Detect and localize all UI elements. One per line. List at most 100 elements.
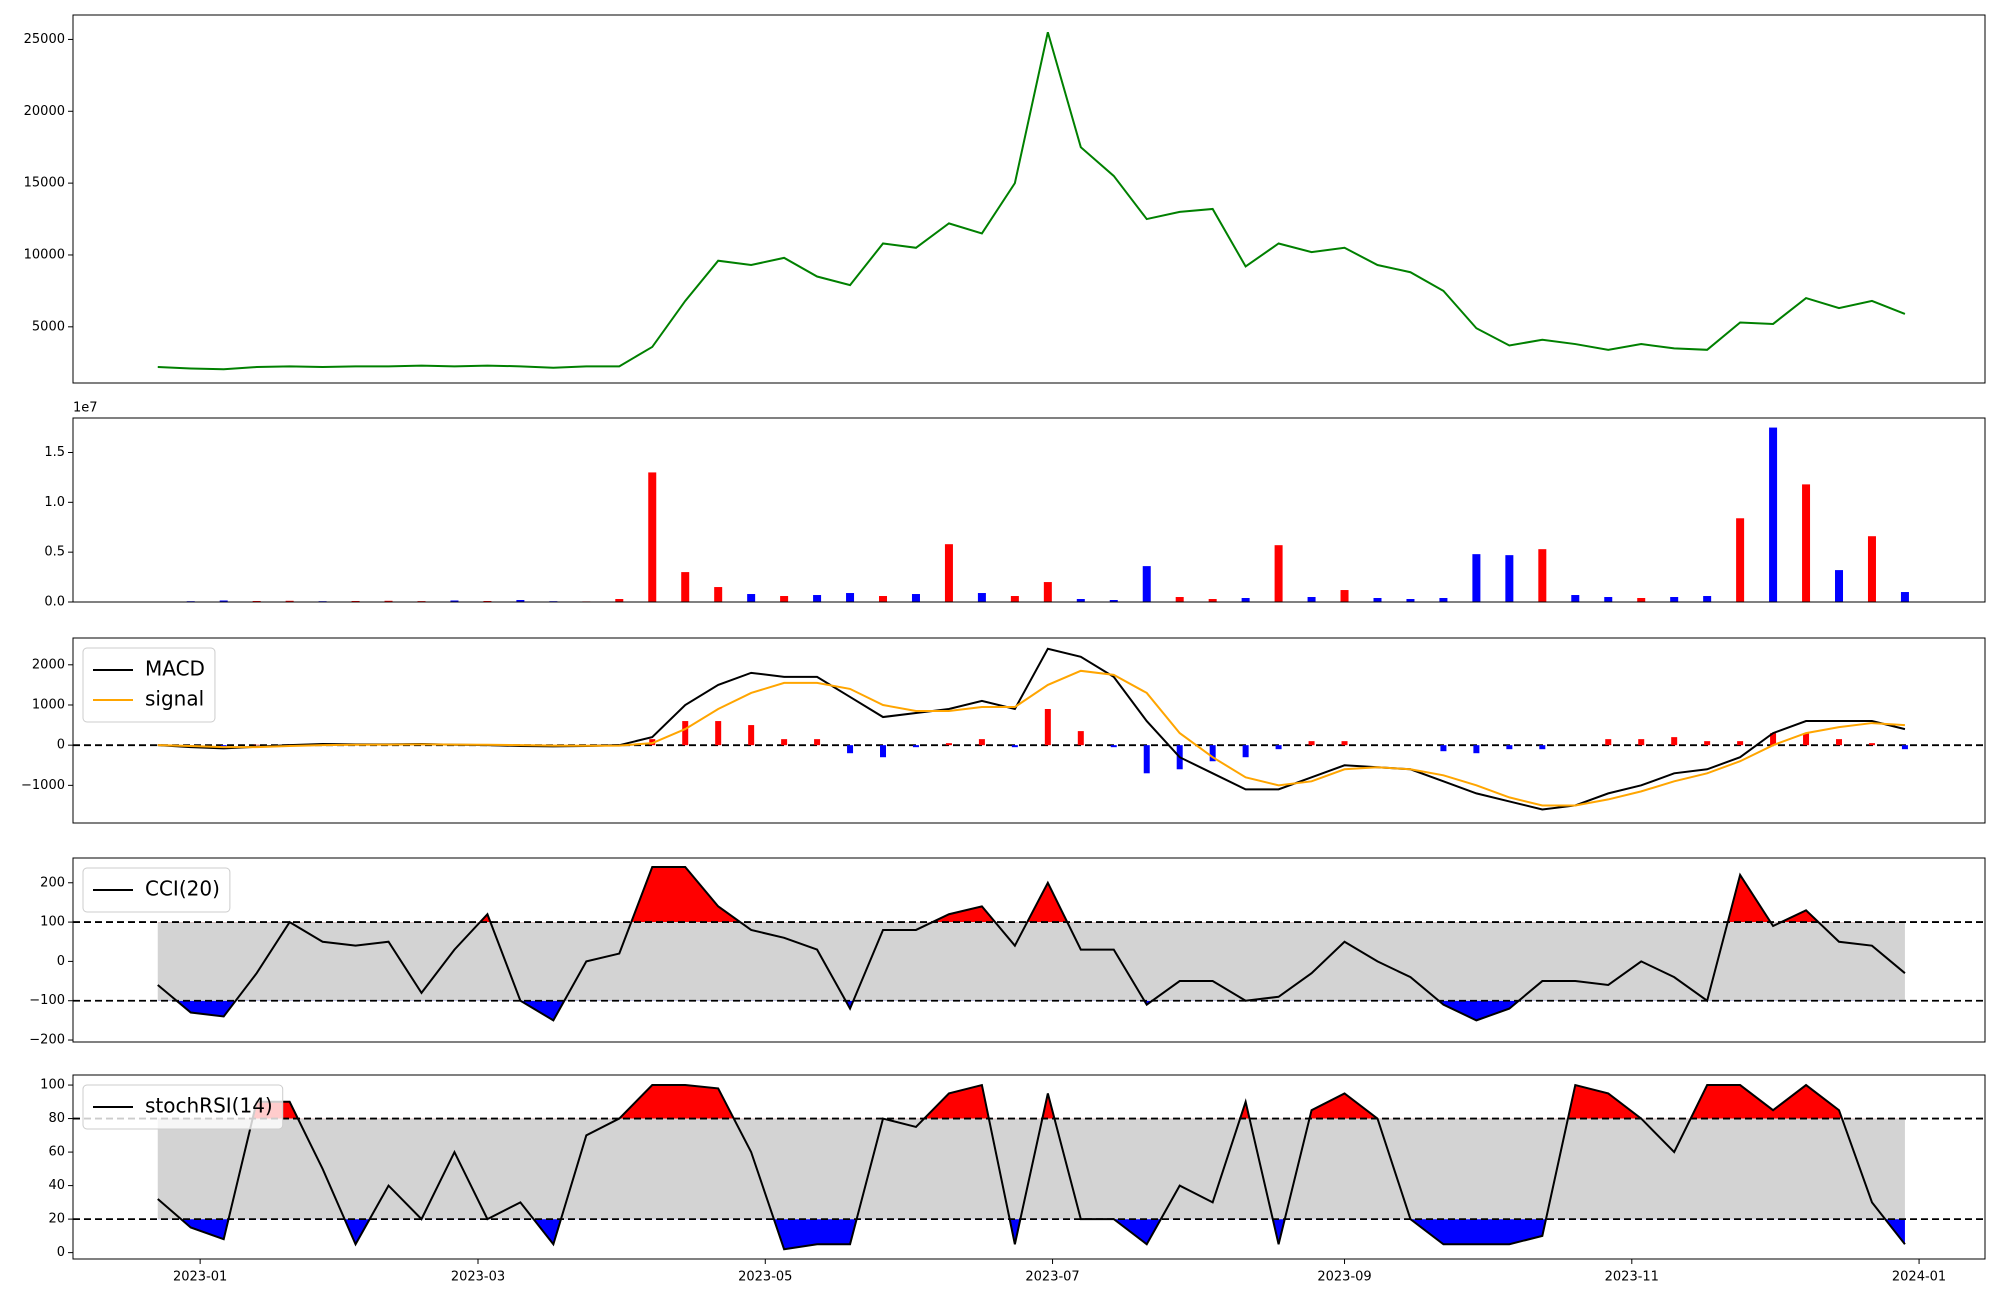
bar — [1208, 599, 1217, 602]
histogram-bar — [945, 743, 952, 746]
y-tick-label: 0.5 — [44, 545, 65, 560]
band — [157, 922, 1905, 1001]
histogram-bar — [1077, 731, 1084, 746]
histogram-bar — [1803, 733, 1810, 746]
bar — [977, 593, 986, 602]
bar — [1835, 570, 1844, 602]
bar — [1373, 598, 1382, 602]
histogram-bar — [1868, 743, 1875, 746]
histogram-bar — [1209, 745, 1216, 762]
histogram-bar — [978, 739, 985, 746]
threshold-fill — [157, 1219, 1905, 1250]
y-tick-label: −100 — [29, 993, 65, 1008]
bar — [1604, 597, 1613, 602]
bar — [879, 596, 888, 602]
y-tick-label: 20000 — [24, 104, 65, 119]
y-tick-label: 20 — [48, 1212, 65, 1227]
legend-label: stochRSI(14) — [145, 1094, 273, 1118]
bar — [1900, 592, 1909, 602]
axes-frame — [72, 14, 1986, 384]
x-tick-label: 2023-05 — [738, 1270, 792, 1285]
bar — [1340, 590, 1349, 602]
bar — [1307, 597, 1316, 602]
histogram-bar — [1770, 733, 1777, 746]
axes-frame — [72, 637, 1986, 824]
histogram-bar — [1671, 737, 1678, 746]
bar — [648, 472, 657, 602]
legend-label: MACD — [145, 657, 205, 681]
y-tick-label: 2000 — [32, 657, 65, 672]
histogram-bar — [1275, 745, 1282, 750]
histogram-bar — [1242, 745, 1249, 758]
legend: stochRSI(14) — [82, 1084, 284, 1130]
y-tick-label: 0 — [57, 954, 65, 969]
y-tick-label: 100 — [40, 915, 65, 930]
y-tick-label: 1.0 — [44, 495, 65, 510]
histogram-bar — [1110, 745, 1117, 748]
bar — [944, 544, 953, 602]
y-tick-label: 1000 — [32, 697, 65, 712]
histogram-bar — [682, 721, 689, 746]
histogram-bar — [1011, 745, 1018, 748]
histogram-bar — [847, 745, 854, 754]
histogram-bar — [1638, 739, 1645, 746]
bar — [1142, 566, 1151, 602]
bar — [1802, 484, 1811, 602]
histogram-bar — [220, 745, 227, 747]
x-tick-label: 2023-07 — [1025, 1270, 1079, 1285]
y-offset-label: 1e7 — [73, 401, 98, 416]
histogram-bar — [1836, 739, 1843, 746]
legend-label: signal — [145, 687, 204, 711]
bar — [780, 596, 789, 602]
bar — [1241, 598, 1250, 602]
y-tick-label: 0 — [57, 1245, 65, 1260]
x-tick-label: 2023-03 — [451, 1270, 505, 1285]
y-tick-label: 5000 — [32, 319, 65, 334]
histogram-bar — [880, 745, 887, 758]
bar — [1571, 595, 1580, 602]
y-tick-label: 0 — [57, 738, 65, 753]
x-tick-label: 2023-09 — [1317, 1270, 1371, 1285]
y-tick-label: −1000 — [21, 778, 65, 793]
y-tick-label: 200 — [40, 875, 65, 890]
x-tick-label: 2023-11 — [1605, 1270, 1659, 1285]
axes-frame — [72, 1074, 1986, 1260]
series-line — [157, 31, 1906, 371]
bar — [1505, 555, 1514, 602]
series-line — [157, 669, 1906, 807]
bar — [1076, 599, 1085, 602]
bar — [516, 600, 525, 602]
bar — [911, 594, 920, 602]
histogram-bar — [1308, 741, 1315, 746]
histogram-bar — [1440, 745, 1447, 752]
bar — [615, 599, 624, 602]
series-line — [157, 1083, 1906, 1251]
bar — [846, 593, 855, 602]
histogram-bar — [1506, 745, 1513, 750]
bar — [1109, 600, 1118, 602]
bar — [1274, 545, 1283, 602]
histogram-bar — [1737, 741, 1744, 746]
bar — [813, 595, 822, 602]
histogram-bar — [1901, 745, 1908, 750]
y-tick-label: 25000 — [24, 32, 65, 47]
histogram-bar — [1473, 745, 1480, 754]
y-tick-label: 0.0 — [44, 595, 65, 610]
y-tick-label: 10000 — [24, 247, 65, 262]
bar — [1406, 599, 1415, 602]
y-tick-label: 60 — [48, 1145, 65, 1160]
legend-box — [82, 867, 231, 913]
histogram-bar — [1143, 745, 1150, 774]
legend: CCI(20) — [82, 867, 231, 913]
bar — [1769, 427, 1778, 602]
histogram-bar — [814, 739, 821, 746]
histogram-bar — [912, 745, 919, 748]
bar — [714, 587, 723, 602]
histogram-bar — [715, 721, 722, 746]
threshold-fill — [157, 1085, 1905, 1119]
bar — [450, 600, 459, 602]
series-line — [157, 866, 1906, 1022]
bar — [285, 600, 294, 602]
bar — [1736, 518, 1745, 602]
